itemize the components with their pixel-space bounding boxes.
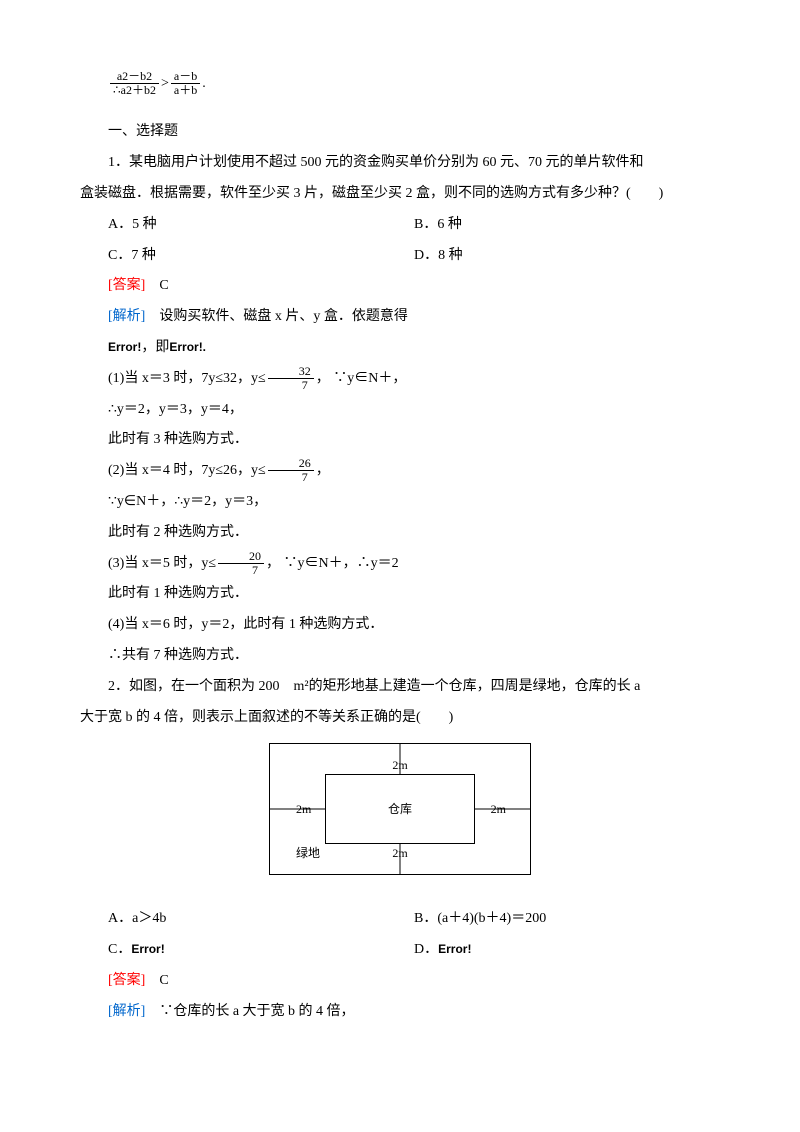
error-1: Error! [108,340,141,354]
q1-optB: B．6 种 [414,210,720,241]
q1-case3-a: (3)当 x＝5 时，y≤ 20 7 ， ∵y∈N＋，∴y＝2 [80,549,720,580]
c2a-text: (2)当 x＝4 时，7y≤26，y≤ [108,463,266,478]
top-math-expr: a2－b2 ∴a2＋b2 > a－b a＋b . [80,70,720,97]
frac32-num: 32 [268,365,314,379]
frac20-den: 7 [218,564,264,577]
lbl-green: 绿地 [296,840,320,866]
q2-optA-text: A．a＞4b [108,911,166,926]
answer-value: C [145,278,168,293]
q1-answer: [答案] C [80,271,720,302]
section-title: 一、选择题 [80,117,720,148]
frac-26-7: 26 7 [268,457,314,484]
frac-32-7: 32 7 [268,365,314,392]
frac26-num: 26 [268,457,314,471]
q1-options-row1: A．5 种 B．6 种 [80,210,720,241]
c3a-text: (3)当 x＝5 时，y≤ [108,556,216,571]
q2-optB-text: B．(a＋4)(b＋4)＝200 [414,911,546,926]
q2-answer-val: C [145,973,168,988]
q2-diagram: 2m 2m 2m 2m 绿地 仓库 [269,743,531,875]
q2-stem-line1: 2．如图，在一个面积为 200 m²的矩形地基上建造一个仓库，四周是绿地，仓库的… [80,672,720,703]
q1-optD: D．8 种 [414,241,720,272]
q2-analysis-label: [解析] [108,1004,145,1019]
c1a-text: (1)当 x＝3 时，7y≤32，y≤ [108,371,266,386]
q1-stem-line1: 1．某电脑用户计划使用不超过 500 元的资金购买单价分别为 60 元、70 元… [80,148,720,179]
ji-text: ，即 [141,340,169,355]
q1-stem-line2: 盒装磁盘．根据需要，软件至少买 3 片，磁盘至少买 2 盒，则不同的选购方式有多… [80,179,720,210]
q2-optD-err: Error! [438,942,471,956]
q2-stem1-text: 2．如图，在一个面积为 200 m²的矩形地基上建造一个仓库，四周是绿地，仓库的… [108,679,640,694]
fraction-2: a－b a＋b [171,70,200,97]
frac2-num: a－b [171,70,200,84]
frac-20-7: 20 7 [218,550,264,577]
q2-options-row2: C．Error! D．Error! [80,935,720,966]
gt-sym: > [161,76,169,91]
q2-optB: B．(a＋4)(b＋4)＝200 [414,904,720,935]
q1-case1-d: 此时有 3 种选购方式． [80,425,720,456]
q1-case1-a: (1)当 x＝3 时，7y≤32，y≤ 32 7 ， ∵y∈N＋， [80,364,720,395]
q2-answer: [答案] C [80,966,720,997]
q2-options-row1: A．a＞4b B．(a＋4)(b＋4)＝200 [80,904,720,935]
c1b-text: ， ∵y∈N＋， [316,371,407,386]
lbl-left: 2m [296,796,311,822]
c3b-text: ， ∵y∈N＋，∴y＝2 [266,556,399,571]
frac2-den: a＋b [171,84,200,97]
q1-case2-d: 此时有 2 种选购方式． [80,518,720,549]
q2-optC-pre: C． [108,942,131,957]
q1-error-line: Error!，即Error!. [80,333,720,364]
q2-optD-pre: D． [414,942,438,957]
frac32-den: 7 [268,379,314,392]
q2-diagram-wrap: 2m 2m 2m 2m 绿地 仓库 [80,743,720,888]
frac1-den: a2＋b2 [121,83,156,97]
frac20-num: 20 [218,550,264,564]
answer-label: [答案] [108,278,145,293]
q2-optD: D．Error! [414,935,720,966]
therefore-sym: ∴ [113,83,121,97]
q1-optC: C．7 种 [108,241,414,272]
c2b-text: ， [316,463,330,478]
fraction-1: a2－b2 ∴a2＋b2 [110,70,159,97]
analysis-text: 设购买软件、磁盘 x 片、y 盒．依题意得 [145,309,408,324]
q1-analysis: [解析] 设购买软件、磁盘 x 片、y 盒．依题意得 [80,302,720,333]
q2-analysis: [解析] ∵仓库的长 a 大于宽 b 的 4 倍， [80,997,720,1028]
q1-optA: A．5 种 [108,210,414,241]
q1-sum: ∴共有 7 种选购方式． [80,641,720,672]
q2-answer-label: [答案] [108,973,145,988]
q2-optC: C．Error! [108,935,414,966]
error-2: Error!. [169,340,206,354]
period: . [202,76,206,91]
q2-optC-err: Error! [131,942,164,956]
page-content: a2－b2 ∴a2＋b2 > a－b a＋b . 一、选择题 1．某电脑用户计划… [0,0,800,1087]
q1-case2-a: (2)当 x＝4 时，7y≤26，y≤ 26 7 ， [80,456,720,487]
q2-stem-line2: 大于宽 b 的 4 倍，则表示上面叙述的不等关系正确的是( ) [80,703,720,734]
frac26-den: 7 [268,471,314,484]
analysis-label: [解析] [108,309,145,324]
warehouse-box: 仓库 [325,774,475,844]
q1-options-row2: C．7 种 D．8 种 [80,241,720,272]
q2-analysis-text: ∵仓库的长 a 大于宽 b 的 4 倍， [145,1004,354,1019]
frac1-num: a2－b2 [110,70,159,84]
q1-case3-c: 此时有 1 种选购方式． [80,579,720,610]
q2-optA: A．a＞4b [108,904,414,935]
q1-case4: (4)当 x＝6 时，y＝2，此时有 1 种选购方式． [80,610,720,641]
q1-case2-c: ∵y∈N＋，∴y＝2，y＝3， [80,487,720,518]
q1-case1-c: ∴y＝2，y＝3，y＝4， [80,395,720,426]
lbl-right: 2m [491,796,506,822]
warehouse-label: 仓库 [388,796,412,822]
